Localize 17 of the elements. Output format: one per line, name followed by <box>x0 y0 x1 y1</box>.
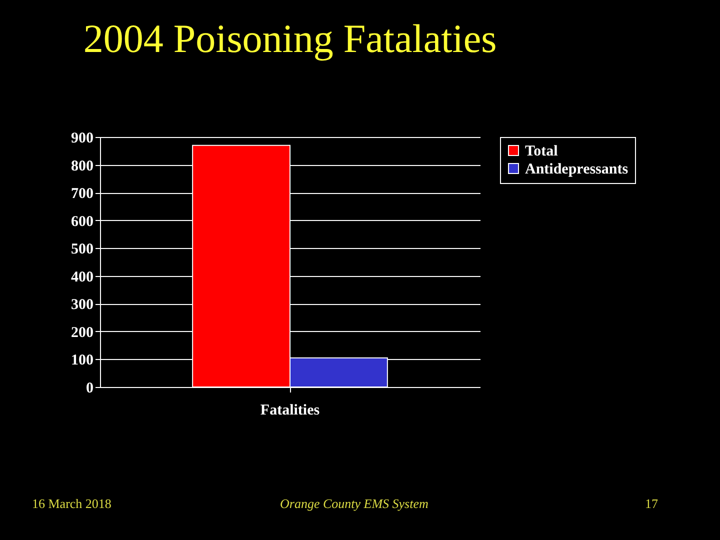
legend-label: Total <box>525 144 558 160</box>
text: Orange County EMS System <box>280 496 428 512</box>
text: 17 <box>645 496 658 512</box>
y-tick-label: 100 <box>71 352 94 369</box>
chart-title: 2004 Poisoning Fatalaties <box>83 16 497 61</box>
legend-label: Antidepressants <box>525 162 628 178</box>
y-tick-label: 0 <box>86 380 94 396</box>
y-tick-label: 200 <box>71 324 94 341</box>
y-tick-label: 600 <box>71 214 94 230</box>
y-tick-label: 300 <box>71 297 94 314</box>
text: 16 March 2018 <box>32 496 112 512</box>
y-tick-label: 900 <box>71 130 94 146</box>
y-tick-label: 800 <box>71 158 94 174</box>
y-tick-label: 400 <box>71 269 94 286</box>
y-tick-label: 500 <box>71 242 94 258</box>
y-tick-label: 700 <box>71 186 94 202</box>
x-tick-label: Fatalities <box>260 402 320 418</box>
